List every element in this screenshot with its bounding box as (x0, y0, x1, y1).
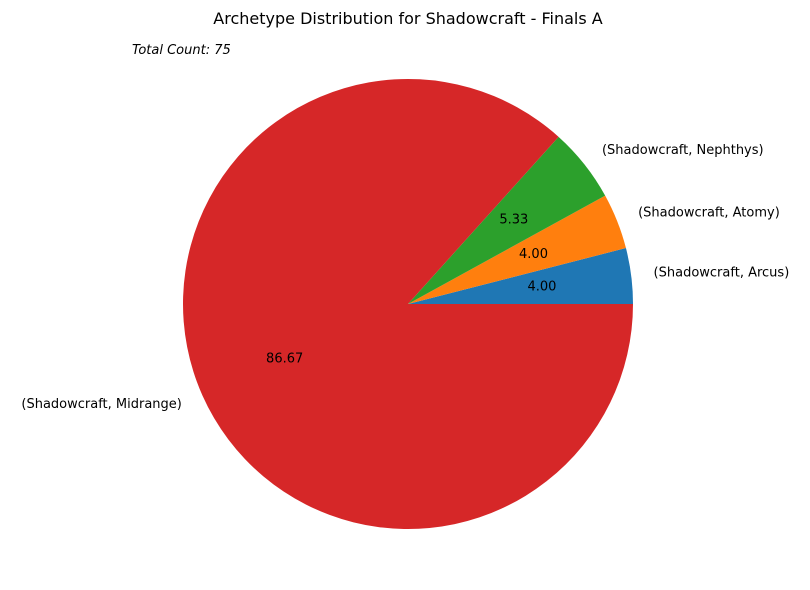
slice-label-2: (Shadowcraft, Nephthys) (602, 143, 764, 158)
pie-slice-2 (408, 136, 606, 304)
slice-label-1: (Shadowcraft, Atomy) (638, 205, 780, 220)
pie-slice-3 (183, 78, 634, 529)
slice-value-label-1: 4.00 (519, 247, 548, 262)
pie-labels: (Shadowcraft, Arcus) 4.00 (Shadowcraft, At… (21, 143, 789, 412)
total-count-annotation: Total Count: 75 (132, 43, 231, 58)
slice-label-0: (Shadowcraft, Arcus) (654, 265, 790, 280)
slice-value-label-0: 4.00 (527, 280, 556, 295)
chart-title: Archetype Distribution for Shadowcraft -… (213, 9, 602, 28)
slice-value-label-2: 5.33 (499, 213, 528, 228)
pie-slice-1 (408, 195, 626, 304)
slice-value-label-3: 86.67 (266, 351, 303, 366)
slice-label-3: (Shadowcraft, Midrange) (21, 397, 182, 412)
pie-slices (183, 78, 634, 529)
pie-slice-0 (408, 248, 633, 304)
